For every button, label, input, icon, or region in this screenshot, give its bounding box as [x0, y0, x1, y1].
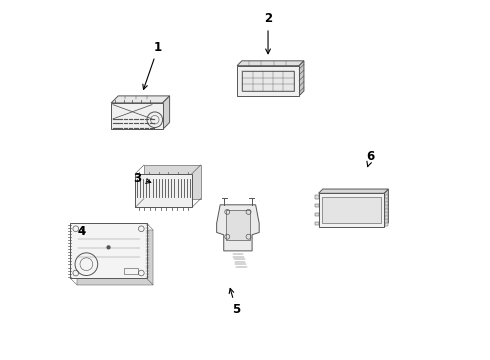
Polygon shape	[225, 210, 250, 240]
Bar	[315, 204, 318, 207]
Polygon shape	[384, 189, 389, 227]
Polygon shape	[322, 197, 381, 224]
Polygon shape	[243, 71, 294, 90]
Polygon shape	[144, 165, 201, 199]
Text: 5: 5	[229, 288, 240, 316]
Bar	[315, 222, 318, 225]
Bar	[315, 195, 318, 199]
Text: 1: 1	[143, 41, 162, 89]
Bar	[385, 195, 388, 198]
Polygon shape	[318, 193, 384, 227]
Polygon shape	[111, 103, 163, 130]
Polygon shape	[163, 96, 170, 130]
Circle shape	[107, 246, 110, 249]
Polygon shape	[217, 205, 259, 251]
Bar	[385, 223, 388, 226]
Bar	[385, 209, 388, 212]
Text: 3: 3	[133, 172, 151, 185]
Text: 2: 2	[264, 12, 272, 54]
Polygon shape	[77, 230, 153, 285]
Polygon shape	[318, 189, 389, 193]
Polygon shape	[71, 224, 147, 278]
Bar	[385, 202, 388, 205]
Polygon shape	[237, 61, 304, 66]
Polygon shape	[299, 61, 304, 96]
Bar	[123, 268, 138, 274]
Text: 6: 6	[367, 150, 375, 167]
Text: 4: 4	[78, 225, 86, 238]
Bar	[315, 213, 318, 216]
Polygon shape	[237, 66, 299, 96]
Polygon shape	[135, 174, 192, 207]
Polygon shape	[111, 96, 170, 103]
Bar	[385, 216, 388, 219]
